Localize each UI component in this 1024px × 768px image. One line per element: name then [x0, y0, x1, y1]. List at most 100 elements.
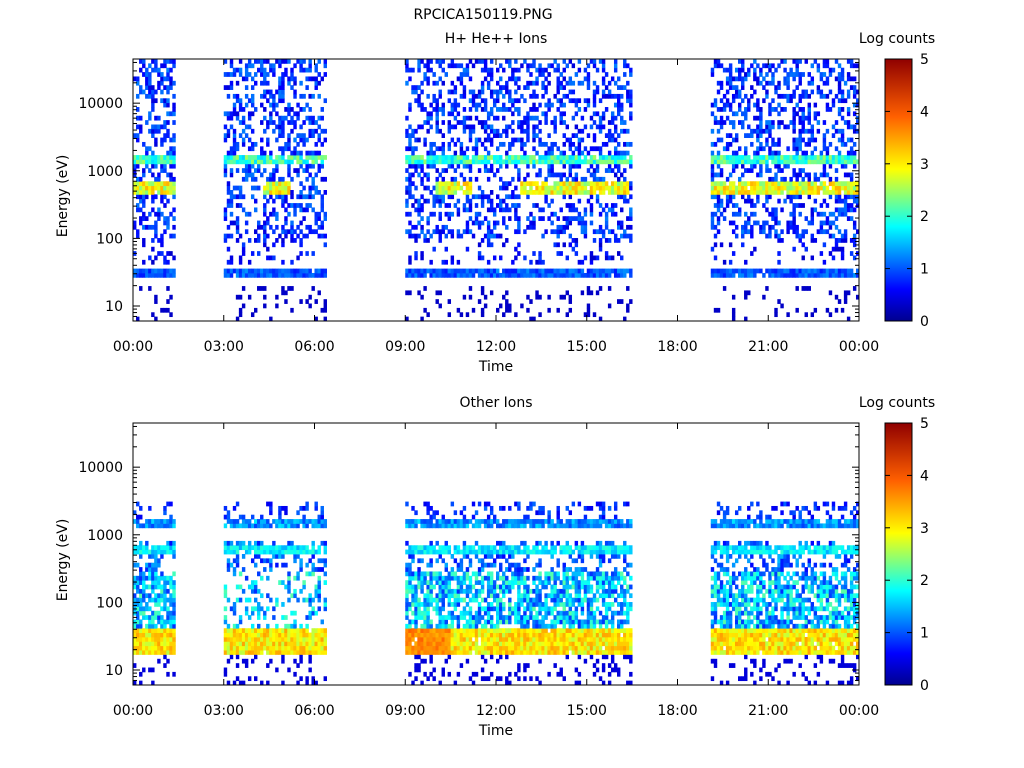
heatmap-cell — [281, 133, 285, 138]
heatmap-cell — [435, 224, 439, 230]
heatmap-cell — [716, 89, 721, 95]
heatmap-cell — [795, 190, 799, 195]
heatmap-cell — [565, 190, 569, 195]
heatmap-cell — [840, 255, 845, 261]
heatmap-cell — [728, 76, 733, 82]
heatmap-cell — [580, 176, 585, 182]
heatmap-cell — [792, 194, 796, 200]
heatmap-cell — [807, 272, 811, 278]
heatmap-cell — [810, 255, 815, 261]
heatmap-cell — [589, 155, 594, 160]
heatmap-cell — [323, 307, 327, 313]
heatmap-cell — [414, 588, 418, 594]
heatmap-cell — [828, 268, 833, 274]
heatmap-cell — [241, 155, 246, 160]
heatmap-cell — [623, 168, 627, 173]
heatmap-cell — [834, 168, 839, 173]
heatmap-cell — [468, 76, 473, 82]
heatmap-cell — [541, 272, 545, 278]
heatmap-cell — [468, 163, 473, 169]
heatmap-cell — [235, 636, 240, 642]
heatmap-cell — [417, 663, 421, 668]
heatmap-cell — [266, 558, 270, 564]
heatmap-cell — [529, 272, 533, 278]
heatmap-cell — [226, 641, 231, 647]
heatmap-cell — [595, 176, 600, 182]
heatmap-cell — [577, 159, 582, 165]
heatmap-cell — [765, 124, 769, 130]
heatmap-cell — [804, 128, 808, 134]
heatmap-cell — [287, 268, 291, 274]
heatmap-cell — [462, 181, 467, 187]
heatmap-cell — [462, 150, 467, 156]
heatmap-cell — [620, 128, 624, 134]
heatmap-cell — [731, 76, 736, 82]
heatmap-cell — [496, 307, 500, 313]
heatmap-cell — [795, 185, 799, 191]
heatmap-cell — [496, 98, 500, 104]
heatmap-cell — [417, 63, 421, 69]
heatmap-cell — [133, 645, 137, 651]
heatmap-cell — [272, 128, 276, 134]
heatmap-cell — [538, 207, 542, 213]
heatmap-cell — [281, 259, 285, 265]
heatmap-cell — [278, 554, 282, 559]
heatmap-cell — [747, 198, 751, 204]
heatmap-cell — [747, 102, 751, 108]
heatmap-cell — [810, 312, 815, 318]
heatmap-cell — [759, 120, 763, 125]
heatmap-cell — [456, 159, 461, 165]
heatmap-cell — [568, 89, 573, 95]
heatmap-cell — [142, 181, 146, 187]
heatmap-cell — [840, 238, 845, 243]
heatmap-cell — [305, 251, 309, 256]
heatmap-cell — [852, 242, 857, 248]
heatmap-cell — [142, 72, 146, 77]
heatmap-cell — [260, 593, 264, 599]
heatmap-cell — [405, 146, 409, 152]
heatmap-cell — [456, 155, 461, 160]
heatmap-cell — [489, 290, 494, 296]
heatmap-cell — [786, 229, 790, 235]
heatmap-cell — [136, 229, 140, 235]
heatmap-cell — [163, 194, 167, 200]
heatmap-cell — [417, 85, 421, 90]
heatmap-cell — [278, 545, 282, 551]
heatmap-cell — [780, 190, 784, 195]
heatmap-cell — [444, 190, 448, 195]
heatmap-cell — [828, 67, 833, 73]
heatmap-cell — [852, 286, 857, 291]
heatmap-cell — [263, 519, 267, 524]
heatmap-cell — [508, 76, 512, 82]
heatmap-cell — [139, 671, 143, 677]
heatmap-cell — [626, 198, 630, 204]
heatmap-cell — [323, 645, 327, 651]
heatmap-cell — [768, 233, 772, 239]
heatmap-cell — [438, 198, 442, 204]
heatmap-cell — [819, 220, 824, 226]
heatmap-cell — [320, 155, 324, 160]
heatmap-cell — [819, 72, 824, 77]
heatmap-cell — [450, 59, 455, 64]
heatmap-cell — [834, 159, 839, 165]
heatmap-cell — [610, 168, 615, 173]
heatmap-cell — [145, 181, 149, 187]
heatmap-cell — [235, 623, 240, 629]
heatmap-cell — [607, 128, 612, 134]
heatmap-cell — [320, 220, 324, 226]
heatmap-cell — [260, 80, 264, 86]
heatmap-cell — [417, 597, 421, 603]
heatmap-cell — [508, 216, 512, 221]
heatmap-cell — [290, 85, 294, 90]
heatmap-cell — [169, 615, 173, 620]
heatmap-cell — [571, 238, 576, 243]
heatmap-cell — [453, 150, 458, 156]
heatmap-cell — [783, 93, 787, 99]
heatmap-cell — [574, 163, 579, 169]
heatmap-cell — [317, 59, 321, 64]
heatmap-cell — [526, 224, 530, 230]
heatmap-cell — [541, 93, 545, 99]
heatmap-cell — [269, 176, 273, 182]
heatmap-cell — [405, 198, 409, 204]
heatmap-cell — [456, 272, 461, 278]
